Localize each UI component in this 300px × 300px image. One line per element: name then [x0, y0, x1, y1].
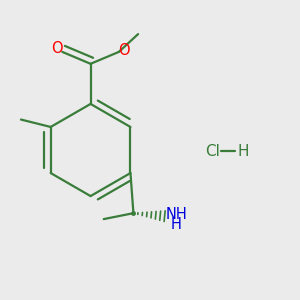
Text: NH: NH — [166, 207, 188, 222]
Text: H: H — [238, 144, 249, 159]
Text: H: H — [171, 217, 182, 232]
Text: O: O — [51, 41, 63, 56]
Text: Cl: Cl — [205, 144, 220, 159]
Text: O: O — [118, 43, 130, 58]
